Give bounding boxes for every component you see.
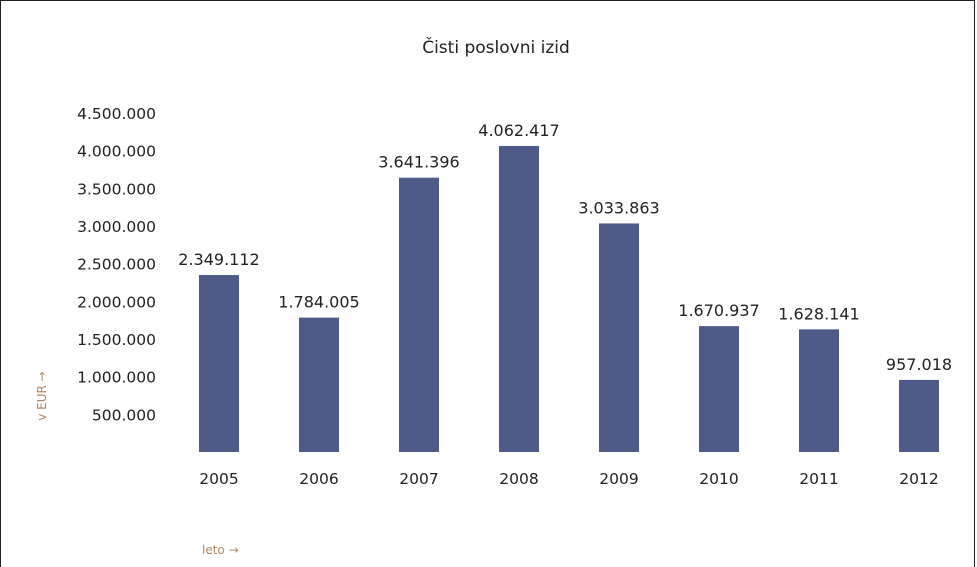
x-tick-label: 2005 bbox=[199, 470, 238, 488]
y-tick-label: 2.500.000 bbox=[77, 256, 156, 274]
x-tick-label: 2006 bbox=[299, 470, 338, 488]
chart-title: Čisti poslovni izid bbox=[422, 36, 570, 58]
data-label: 4.062.417 bbox=[478, 121, 559, 140]
x-tick-label: 2007 bbox=[399, 470, 438, 488]
y-tick-label: 1.500.000 bbox=[77, 331, 156, 349]
y-tick-label: 4.000.000 bbox=[77, 143, 156, 161]
y-tick-label: 2.000.000 bbox=[77, 293, 156, 311]
x-axis-ticks: 2005 2006 2007 2008 2009 2010 2011 2012 bbox=[199, 470, 938, 488]
y-tick-label: 3.500.000 bbox=[77, 180, 156, 198]
x-tick-label: 2009 bbox=[599, 470, 638, 488]
data-label: 3.641.396 bbox=[378, 153, 459, 172]
x-tick-label: 2010 bbox=[699, 470, 738, 488]
bar-2008 bbox=[499, 145, 539, 452]
x-tick-label: 2011 bbox=[799, 470, 838, 488]
bar-2005 bbox=[199, 275, 239, 452]
bar-2006 bbox=[299, 317, 339, 452]
y-tick-label: 1.000.000 bbox=[77, 369, 156, 387]
y-tick-label: 4.500.000 bbox=[77, 105, 156, 123]
data-label: 3.033.863 bbox=[578, 198, 659, 217]
x-axis-label: leto → bbox=[202, 543, 239, 557]
bar-2011 bbox=[799, 329, 839, 452]
x-tick-label: 2008 bbox=[499, 470, 538, 488]
y-tick-label: 500.000 bbox=[92, 406, 156, 424]
y-tick-label: 3.000.000 bbox=[77, 218, 156, 236]
bar-2010 bbox=[699, 326, 739, 452]
data-label: 1.628.141 bbox=[778, 304, 859, 323]
x-tick-label: 2012 bbox=[899, 470, 938, 488]
data-label: 957.018 bbox=[886, 355, 952, 374]
bars: 2.349.112 1.784.005 3.641.396 4.062.417 3.03… bbox=[178, 121, 952, 452]
y-axis-label: v EUR → bbox=[35, 371, 49, 421]
bar-2012 bbox=[899, 379, 939, 452]
data-label: 2.349.112 bbox=[178, 250, 259, 269]
bar-2007 bbox=[399, 177, 439, 452]
data-label: 1.670.937 bbox=[678, 301, 759, 320]
data-label: 1.784.005 bbox=[278, 293, 359, 312]
bar-2009 bbox=[599, 223, 639, 452]
y-axis-ticks: 500.000 1.000.000 1.500.000 2.000.000 2.500.… bbox=[77, 105, 156, 424]
